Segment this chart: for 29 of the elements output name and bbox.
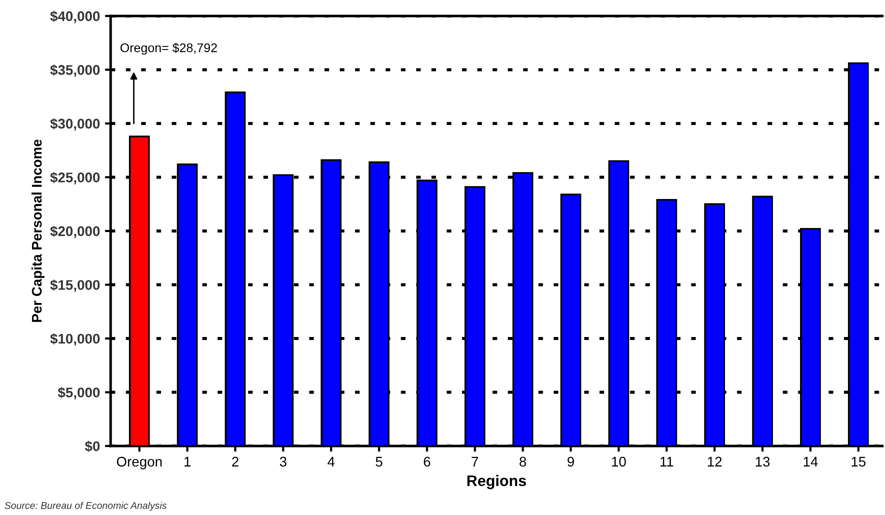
- x-axis-title: Regions: [467, 474, 526, 490]
- x-tick-label: Oregon: [116, 456, 162, 470]
- y-tick-label: $20,000: [50, 226, 100, 238]
- x-tick-label: 11: [660, 456, 674, 466]
- x-tick-label: 14: [804, 456, 818, 466]
- x-tick-label: 7: [472, 456, 478, 466]
- x-tick-label: 3: [280, 456, 286, 467]
- x-tick-label: 9: [568, 456, 574, 467]
- x-tick-label: 5: [376, 456, 382, 467]
- y-axis-title: Per Capita Personal Income: [32, 140, 44, 322]
- y-tick-label: $40,000: [50, 10, 100, 24]
- x-tick-label: 2: [232, 456, 238, 466]
- y-tick-label: $25,000: [50, 172, 100, 184]
- x-tick-label: 13: [756, 456, 770, 467]
- x-tick-label: 4: [328, 456, 335, 466]
- x-tick-label: 8: [520, 456, 526, 467]
- y-tick-label: $0: [84, 440, 100, 452]
- annotation: Oregon= $28,792: [120, 42, 217, 55]
- x-tick-label: 15: [852, 456, 866, 467]
- source-note: Source: Bureau of Economic Analysis: [4, 502, 167, 511]
- x-tick-label: 10: [612, 456, 626, 467]
- x-tick-label: 6: [424, 456, 430, 467]
- y-tick-label: $30,000: [50, 118, 100, 131]
- x-tick-label: 12: [708, 456, 722, 466]
- y-tick-label: $5,000: [58, 386, 100, 400]
- y-tick-label: $15,000: [50, 279, 100, 292]
- y-tick-label: $35,000: [50, 64, 100, 77]
- x-tick-label: 1: [184, 456, 190, 466]
- y-tick-label: $10,000: [50, 333, 100, 346]
